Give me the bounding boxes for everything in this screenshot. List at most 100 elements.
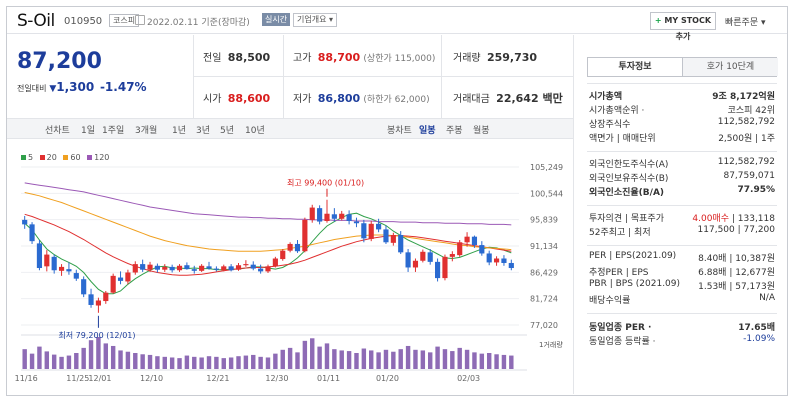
- volume-bar: [66, 355, 72, 369]
- x-tick-label: 11/25: [66, 374, 89, 383]
- y-tick-label: 91,134: [530, 242, 558, 251]
- per-value: 8.40배 | 10,387원: [698, 254, 775, 264]
- pbr-value: 1.53배 | 57,173원: [698, 282, 775, 292]
- candle-body: [493, 258, 500, 263]
- candle-body: [294, 243, 301, 252]
- stock-header: S-Oil 010950 코스피 2022.02.11 기준(장마감) 실시간 …: [7, 7, 787, 41]
- opinion-row: 투자의견 | 목표주가 4.00매수 | 133,118: [589, 211, 775, 224]
- realtime-badge[interactable]: 실시간: [262, 13, 291, 26]
- period-selector: 선차트 1일 1주일 3개월 1년 3년 5년 10년 봉차트 일봉 주봉 월봉: [7, 118, 573, 139]
- candle-daily[interactable]: 일봉: [419, 126, 436, 136]
- candle-body: [331, 214, 337, 219]
- legend-label: 60: [70, 153, 81, 162]
- volume-bar: [243, 355, 249, 369]
- foreign-hold-value: 87,759,071: [723, 171, 775, 181]
- period-5y[interactable]: 5년: [220, 126, 235, 136]
- opinion-label: 투자의견 | 목표주가: [589, 214, 664, 224]
- per-row: PER | EPS(2021.09) 8.40배 | 10,387원: [589, 251, 775, 264]
- candle-body: [339, 213, 345, 219]
- y-tick-label: 100,544: [530, 189, 563, 198]
- period-3m[interactable]: 3개월: [135, 126, 158, 136]
- change-percent: -1.47%: [99, 80, 147, 94]
- candle-body: [22, 219, 28, 225]
- shares-value: 112,582,792: [717, 117, 775, 127]
- pbr-row: PBR | BPS (2021.09) 1.53배 | 57,173원: [589, 279, 775, 292]
- volume-bar: [59, 356, 64, 369]
- period-10y[interactable]: 10년: [245, 126, 265, 136]
- open-label: 시가: [203, 94, 222, 105]
- candle-body: [243, 264, 249, 266]
- period-3y[interactable]: 3년: [196, 126, 211, 136]
- candle-body: [361, 223, 367, 239]
- industry-per-value: 17.65배: [738, 323, 775, 333]
- divider: [587, 205, 777, 206]
- high-value: 88,700: [317, 51, 361, 64]
- face-label: 액면가 | 매매단위: [589, 134, 656, 144]
- foreign-ratio-value: 77.95%: [737, 185, 776, 195]
- amount-label: 거래대금: [453, 94, 490, 105]
- volume: 거래량 259,730: [453, 49, 537, 64]
- low-price: 저가 86,800 (하한가 62,000): [293, 90, 430, 105]
- candle-body: [44, 254, 50, 267]
- divider: [573, 35, 574, 394]
- candle-body: [213, 268, 219, 270]
- market-cap-row: 시가총액 9조 8,172억원: [589, 89, 775, 102]
- volume-bar: [376, 352, 381, 369]
- candle-weekly[interactable]: 주봉: [446, 126, 463, 136]
- volume-bar: [44, 351, 50, 369]
- prev-close-value: 88,500: [227, 51, 271, 64]
- volume-bar: [435, 346, 440, 369]
- rank-value: 코스피 42위: [727, 106, 775, 116]
- volume-bar: [236, 356, 241, 369]
- volume-label: 거래량: [453, 53, 481, 64]
- quick-order-dropdown[interactable]: 빠른주문 ▾: [725, 18, 766, 28]
- candle-monthly[interactable]: 월봉: [473, 126, 490, 136]
- volume-value: 259,730: [486, 51, 538, 64]
- candle-body: [346, 214, 352, 222]
- period-1d[interactable]: 1일: [81, 126, 96, 136]
- volume-bar: [206, 356, 212, 369]
- add-mystock-button[interactable]: + MY STOCK 추가: [650, 12, 716, 41]
- candle-body: [398, 234, 404, 253]
- candle-body: [501, 258, 507, 263]
- trade-amount: 거래대금 22,642 백만: [453, 90, 563, 106]
- prev-close: 전일 88,500: [203, 49, 270, 64]
- volume-bar: [405, 345, 411, 369]
- volume-bar: [413, 349, 418, 369]
- volume-bar: [287, 347, 293, 369]
- low-value: 86,800: [317, 92, 361, 105]
- volume-bar: [221, 358, 226, 369]
- candle-body: [376, 223, 382, 230]
- plus-icon: +: [654, 16, 662, 25]
- volume-bar: [88, 340, 94, 369]
- stock-code: 010950: [64, 16, 103, 27]
- candle-body: [486, 253, 492, 263]
- tab-order-book[interactable]: 호가 10단계: [683, 58, 778, 76]
- candle-body: [464, 236, 470, 243]
- period-1w[interactable]: 1주일: [102, 126, 125, 136]
- open-value: 88,600: [227, 92, 271, 105]
- stock-name[interactable]: S-Oil: [17, 11, 55, 31]
- industry-rate-value: -1.09%: [743, 334, 775, 344]
- line-chart-label: 선차트: [45, 126, 70, 136]
- opinion-value: 4.00매수: [692, 214, 729, 224]
- legend-swatch: [87, 155, 93, 160]
- candle-body: [449, 254, 455, 257]
- tab-investment-info[interactable]: 투자정보: [588, 58, 683, 76]
- legend-label: 20: [46, 153, 57, 162]
- company-overview-dropdown[interactable]: 기업개요 ▾: [293, 13, 337, 27]
- candle-body: [250, 264, 256, 269]
- period-1y[interactable]: 1년: [172, 126, 187, 136]
- candle-body: [442, 256, 448, 279]
- volume-bar: [486, 353, 492, 369]
- candle-body: [457, 242, 463, 256]
- volume-bar: [346, 351, 352, 369]
- price-chart[interactable]: 105,249 100,544 95,839 91,134 86,429 81,724 77…: [7, 7, 573, 397]
- legend-label: 120: [94, 153, 110, 162]
- price-change: 전일대비 ▼1,300 -1.47%: [17, 80, 147, 94]
- foreign-limit-value: 112,582,792: [717, 157, 775, 167]
- volume-bar: [125, 351, 131, 369]
- volume-bar: [81, 347, 86, 369]
- investment-panel: 투자정보 호가 10단계 시가총액 9조 8,172억원 시가총액순위 · 코스…: [579, 49, 787, 394]
- volume-bar: [494, 354, 499, 369]
